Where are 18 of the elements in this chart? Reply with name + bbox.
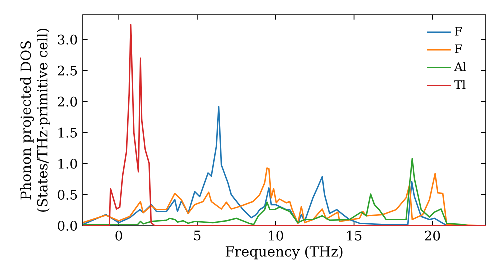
y-axis-title: Phonon projected DOS (States/THz·primitive cell) (20, 29, 50, 212)
y-tick-label: 0.0 (58, 221, 78, 231)
y-tick-label: 3.0 (58, 34, 78, 45)
x-tick-label: 5 (194, 230, 201, 241)
y-tick-label: 1.5 (58, 128, 78, 138)
x-tick-label: 10 (269, 230, 284, 241)
legend-label: F (455, 27, 462, 36)
y-tick-label: 1.0 (58, 158, 78, 169)
x-tick-label: 0 (116, 230, 122, 241)
y-tick-label: 2.0 (58, 96, 78, 107)
y-tick-label: 0.5 (58, 190, 78, 200)
x-tick-label: 15 (348, 230, 362, 241)
legend-label: Al (454, 62, 466, 72)
x-tick-label: 20 (425, 230, 440, 241)
legend-label: F (455, 44, 462, 54)
legend-label: Tl (454, 80, 466, 90)
y-tick-label: 2.5 (58, 66, 78, 76)
x-axis-title: Frequency (THz) (226, 246, 343, 260)
